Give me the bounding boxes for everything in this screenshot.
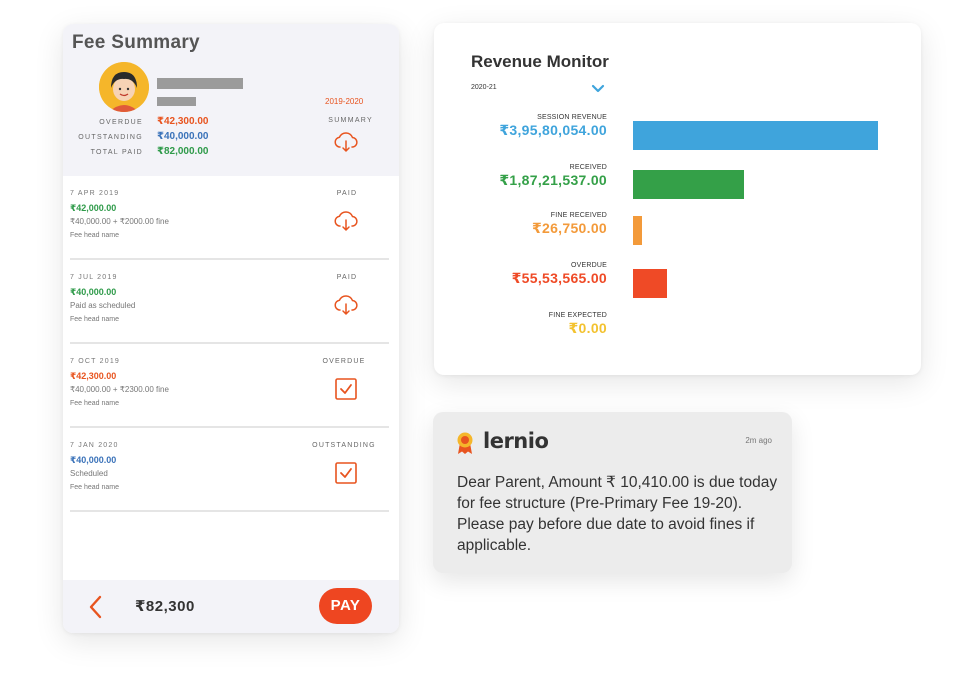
student-class-placeholder [157,97,196,106]
fee-summary-header: Fee Summary 2019-2020 OVERDUE OUTSTANDIN… [63,24,399,176]
fee-detail: ₹40,000.00 + ₹2000.00 fine [70,217,169,226]
revenue-label: FINE EXPECTED [548,312,607,319]
fee-list: 7 APR 2019 ₹42,000.00 ₹40,000.00 + ₹2000… [63,176,399,512]
list-item: 7 JAN 2020 ₹40,000.00 Scheduled Fee head… [70,428,389,512]
checkbox-checked-icon[interactable] [333,461,359,485]
status-badge: PAID [336,190,358,197]
revenue-value: ₹3,95,80,054.00 [499,122,607,138]
list-item: 7 APR 2019 ₹42,000.00 ₹40,000.00 + ₹2000… [70,176,389,260]
fee-detail: ₹40,000.00 + ₹2300.00 fine [70,385,169,394]
status-badge: OUTSTANDING [312,442,376,449]
received-bar [633,170,744,199]
fee-head-name: Fee head name [70,316,120,323]
notification-time: 2m ago [745,436,772,445]
revenue-value: ₹1,87,21,537.00 [499,172,607,188]
overdue-value: ₹42,300.00 [157,116,209,127]
fee-head-name: Fee head name [70,400,120,407]
session-revenue-bar [633,121,878,150]
fine-received-bar [633,216,642,245]
revenue-monitor-title: Revenue Monitor [471,52,609,71]
notification-card[interactable]: lernio 2m ago Dear Parent, Amount ₹ 10,4… [433,412,792,573]
payment-footer: ₹82,300 PAY [63,580,399,633]
fee-detail: Paid as scheduled [70,301,136,310]
fee-summary-card: Fee Summary 2019-2020 OVERDUE OUTSTANDIN… [63,24,399,633]
student-name-placeholder [157,78,243,89]
pay-button[interactable]: PAY [319,588,372,624]
cloud-download-icon[interactable] [333,131,359,153]
summary-labels: OVERDUE OUTSTANDING TOTAL PAID [63,118,143,163]
revenue-value: ₹26,750.00 [531,220,607,236]
summary-label: SUMMARY [328,117,373,124]
revenue-value: ₹55,53,565.00 [511,270,607,286]
revenue-monitor-card: Revenue Monitor 2020-21 SESSION REVENUE … [434,23,921,375]
page-title: Fee Summary [72,32,200,53]
fee-amount: ₹42,000.00 [70,203,117,213]
revenue-label: FINE RECEIVED [550,212,607,219]
award-ribbon-icon [455,431,475,455]
total-amount: ₹82,300 [135,598,195,615]
total-paid-value: ₹82,000.00 [157,146,209,157]
revenue-label: OVERDUE [570,262,607,269]
revenue-item-session: SESSION REVENUE ₹3,95,80,054.00 [499,114,607,139]
revenue-item-overdue: OVERDUE ₹55,53,565.00 [512,262,607,287]
fee-date: 7 JUL 2019 [70,274,118,281]
status-badge: OVERDUE [322,358,366,365]
outstanding-value: ₹40,000.00 [157,131,209,142]
revenue-item-received: RECEIVED ₹1,87,21,537.00 [499,164,607,189]
fee-amount: ₹40,000.00 [70,287,117,297]
total-paid-label: TOTAL PAID [90,149,143,156]
fee-date: 7 JAN 2020 [70,442,119,449]
revenue-item-fine-received: FINE RECEIVED ₹26,750.00 [532,212,607,237]
notification-message: Dear Parent, Amount ₹ 10,410.00 is due t… [457,474,778,554]
overdue-bar [633,269,667,298]
avatar [99,62,149,112]
fee-head-name: Fee head name [70,484,120,491]
list-item: 7 JUL 2019 ₹40,000.00 Paid as scheduled … [70,260,389,344]
status-badge: PAID [336,274,358,281]
fee-amount: ₹42,300.00 [70,371,117,381]
checkbox-checked-icon[interactable] [333,377,359,401]
fee-date: 7 OCT 2019 [70,358,121,365]
revenue-label: SESSION REVENUE [537,114,607,121]
academic-year: 2019-2020 [325,97,364,106]
brand-logo: lernio [483,429,549,453]
list-item: 7 OCT 2019 ₹42,300.00 ₹40,000.00 + ₹2300… [70,344,389,428]
cloud-download-icon[interactable] [333,209,359,233]
back-chevron-icon[interactable] [86,594,106,620]
revenue-value: ₹0.00 [568,320,607,336]
period-select[interactable]: 2020-21 [471,84,497,91]
fee-date: 7 APR 2019 [70,190,120,197]
summary-values: ₹42,300.00 ₹40,000.00 ₹82,000.00 [157,116,208,161]
fee-head-name: Fee head name [70,232,120,239]
fee-amount: ₹40,000.00 [70,455,117,465]
revenue-label: RECEIVED [569,164,607,171]
chevron-down-icon[interactable] [591,82,605,94]
overdue-label: OVERDUE [99,119,143,126]
outstanding-label: OUTSTANDING [78,134,143,141]
cloud-download-icon[interactable] [333,293,359,317]
revenue-item-fine-expected: FINE EXPECTED ₹0.00 [549,312,607,337]
fee-detail: Scheduled [70,469,108,478]
